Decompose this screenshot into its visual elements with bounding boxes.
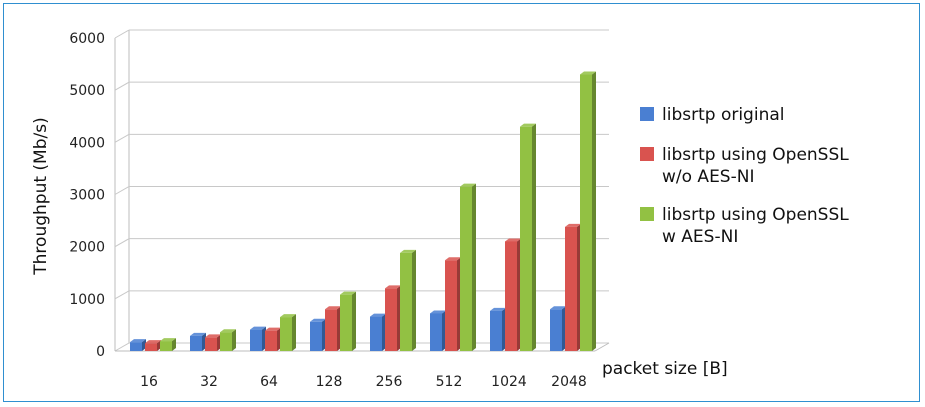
x-tick-label: 1024 <box>491 374 527 390</box>
bar-top <box>130 339 146 343</box>
gridline-depth <box>114 81 130 91</box>
bar <box>280 317 292 351</box>
bar-side <box>532 123 536 351</box>
gridline-depth <box>114 133 130 143</box>
y-tick-label: 1000 <box>69 292 105 308</box>
bar-side <box>412 249 416 351</box>
bar-top <box>565 223 581 227</box>
bar <box>325 309 337 351</box>
x-tick-label: 512 <box>436 374 463 390</box>
bar <box>430 313 442 351</box>
bar <box>385 288 397 351</box>
bar-top <box>145 340 161 344</box>
legend-label: w AES-NI <box>662 227 738 247</box>
legend-swatch <box>640 147 654 161</box>
x-tick-label: 2048 <box>551 374 587 390</box>
bar <box>565 226 577 351</box>
x-tick-label: 64 <box>260 374 278 390</box>
bar <box>250 329 262 351</box>
bar <box>550 309 562 351</box>
bar-top <box>190 332 206 336</box>
bar-top <box>520 123 536 127</box>
bar-top <box>445 257 461 261</box>
bar-side <box>352 291 356 351</box>
bar-top <box>265 327 281 331</box>
x-tick-label: 32 <box>200 374 218 390</box>
y-tick-label: 4000 <box>69 135 105 151</box>
bar <box>265 330 277 351</box>
bar-side <box>472 183 476 351</box>
tick-layer: 0 1000 2000 3000 4000 5000 6000 16 32 64 128 256 512… <box>69 31 586 390</box>
bar <box>520 126 532 351</box>
bar <box>460 186 472 351</box>
gridline-depth <box>114 186 130 195</box>
bar <box>370 316 382 351</box>
y-tick-label: 0 <box>96 344 105 360</box>
y-axis-label: Throughput (Mb/s) <box>31 117 51 275</box>
x-tick-label: 256 <box>376 374 403 390</box>
y-tick-label: 3000 <box>69 188 105 204</box>
bar-top <box>250 326 266 330</box>
bar <box>580 74 592 352</box>
x-tick-label: 16 <box>140 374 158 390</box>
bar <box>130 342 142 351</box>
bar-layer <box>130 71 596 352</box>
bar-top <box>340 291 356 295</box>
bar <box>220 332 232 351</box>
bar <box>145 343 157 351</box>
bar-top <box>580 71 596 75</box>
legend-label: libsrtp using OpenSSL <box>662 145 849 165</box>
bar <box>205 337 217 351</box>
y-tick-label: 5000 <box>69 83 105 99</box>
y-tick-label: 2000 <box>69 240 105 256</box>
bar <box>445 260 457 351</box>
bar-top <box>490 307 506 311</box>
bar-side <box>172 338 176 351</box>
bar-top <box>505 238 521 242</box>
x-tick-label: 128 <box>316 374 343 390</box>
bar-side <box>232 329 236 351</box>
bar-top <box>400 249 416 253</box>
bar <box>490 310 502 351</box>
bar <box>190 335 202 351</box>
bar-top <box>220 329 236 333</box>
bar-top <box>550 306 566 310</box>
bar <box>310 321 322 351</box>
floor-edge <box>594 342 610 352</box>
legend-label: libsrtp original <box>662 105 785 125</box>
bar-top <box>325 306 341 310</box>
bar-top <box>370 313 386 317</box>
legend-swatch <box>640 207 654 221</box>
bar <box>340 294 352 351</box>
bar-top <box>280 314 296 318</box>
gridline-depth <box>114 290 130 300</box>
gridline-depth <box>114 238 130 248</box>
bar-top <box>460 183 476 187</box>
bar-top <box>310 318 326 322</box>
legend-label: libsrtp using OpenSSL <box>662 205 849 225</box>
gridline-depth <box>114 342 130 352</box>
legend-label: w/o AES-NI <box>662 167 754 187</box>
bar <box>505 241 517 351</box>
bar-top <box>205 334 221 338</box>
bar-side <box>592 71 596 352</box>
gridline-depth <box>114 29 130 39</box>
y-tick-label: 6000 <box>69 31 105 47</box>
bar-side <box>292 314 296 351</box>
bar <box>400 252 412 351</box>
legend-swatch <box>640 107 654 121</box>
bar-top <box>430 310 446 314</box>
x-axis-label: packet size [B] <box>602 359 728 379</box>
bar-top <box>385 285 401 289</box>
bar <box>160 341 172 351</box>
bar-top <box>160 338 176 342</box>
